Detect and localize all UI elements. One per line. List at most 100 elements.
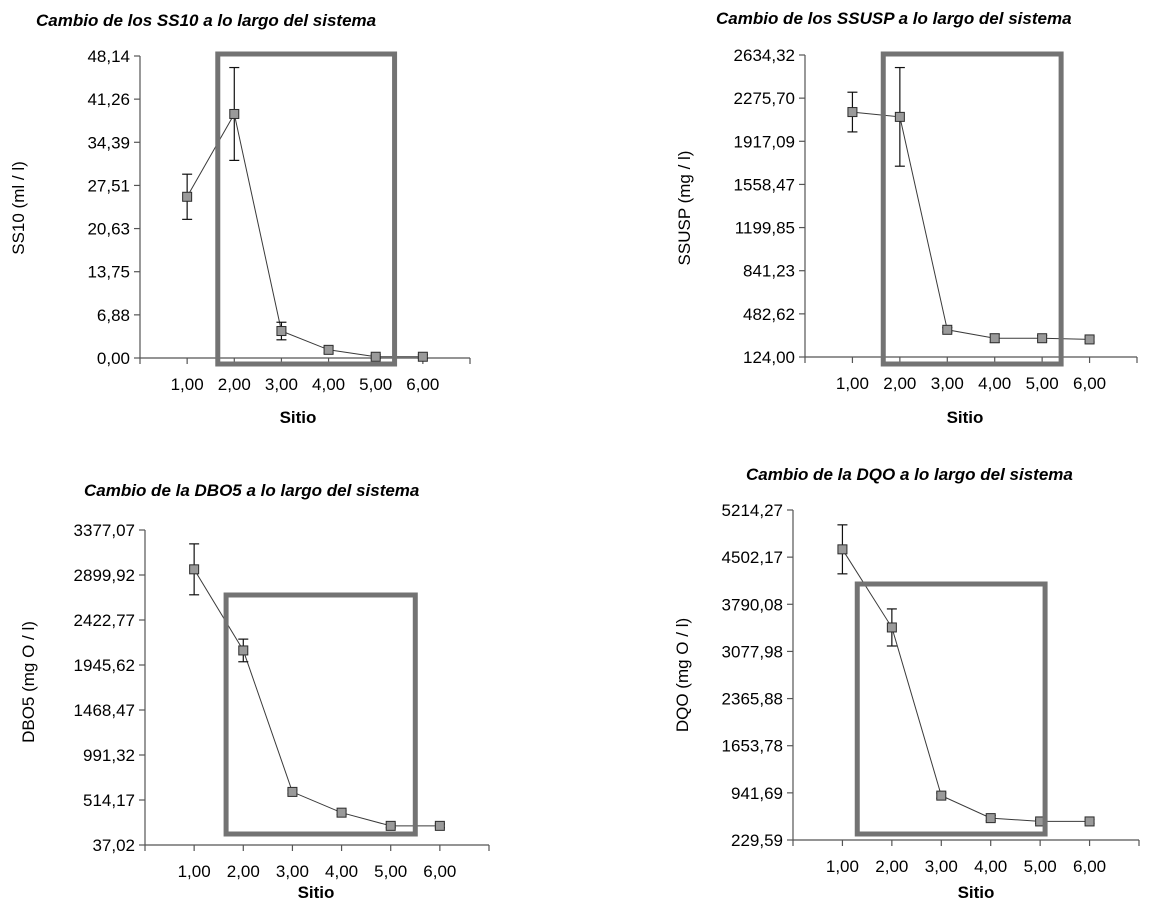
- y-tick-label: 229,59: [731, 831, 783, 850]
- data-point: [1037, 333, 1048, 344]
- x-tick-label: 3,00: [931, 374, 964, 393]
- data-point: [1084, 816, 1095, 827]
- y-axis-title: DBO5 (mg O / l): [19, 621, 38, 743]
- y-tick-label: 6,88: [97, 306, 130, 325]
- y-tick-label: 991,32: [83, 746, 135, 765]
- x-tick-label: 5,00: [374, 862, 407, 881]
- y-tick-label: 2422,77: [74, 611, 135, 630]
- y-axis-title: SSUSP (mg / l): [675, 151, 694, 266]
- data-point: [385, 820, 396, 831]
- y-tick-label: 4502,17: [722, 548, 783, 567]
- chart-title: Cambio de los SSUSP a lo largo del siste…: [716, 9, 1072, 28]
- x-tick-label: 5,00: [359, 375, 392, 394]
- y-tick-label: 1199,85: [735, 219, 795, 238]
- series-line: [193, 569, 440, 827]
- y-tick-label: 482,62: [743, 305, 795, 324]
- x-tick-label: 4,00: [312, 375, 345, 394]
- x-tick-label: 4,00: [974, 857, 1007, 876]
- y-tick-label: 5214,27: [722, 501, 783, 520]
- y-tick-label: 514,17: [83, 791, 135, 810]
- chart-dqo: Cambio de la DQO a lo largo del sistema …: [673, 465, 1140, 902]
- x-axis-title: Sitio: [280, 408, 317, 427]
- plot-area: 37,02 514,17 991,32 1468,47 1945,62 2422,77 28…: [74, 521, 490, 881]
- x-tick-label: 3,00: [265, 375, 298, 394]
- x-tick-label: 1,00: [178, 862, 211, 881]
- y-tick-label: 37,02: [92, 836, 135, 855]
- data-point: [189, 564, 200, 575]
- data-point: [886, 622, 897, 633]
- data-point: [847, 107, 858, 118]
- x-axis-title: Sitio: [947, 408, 984, 427]
- plot-area: 229,59 941,69 1653,78 2365,88 3077,98 3790,08…: [722, 501, 1140, 876]
- series-line: [852, 111, 1090, 340]
- y-tick-label: 841,23: [743, 262, 795, 281]
- chart-ss10: Cambio de los SS10 a lo largo del sistem…: [9, 11, 471, 427]
- x-tick-label: 1,00: [171, 375, 204, 394]
- data-point: [323, 344, 334, 355]
- y-axis-title: DQO (mg O / l): [673, 618, 692, 732]
- y-axis-title: SS10 (ml / l): [9, 161, 28, 255]
- data-point: [989, 333, 1000, 344]
- x-axis-title: Sitio: [298, 883, 335, 902]
- y-tick-label: 1653,78: [722, 737, 783, 756]
- x-tick-label: 4,00: [325, 862, 358, 881]
- x-tick-label: 6,00: [1073, 857, 1106, 876]
- y-tick-label: 20,63: [87, 220, 130, 239]
- y-tick-label: 27,51: [87, 176, 130, 195]
- x-tick-label: 5,00: [1026, 374, 1059, 393]
- y-tick-label: 2899,92: [74, 566, 135, 585]
- y-tick-label: 2634,32: [734, 46, 795, 65]
- y-tick-label: 1917,09: [734, 132, 795, 151]
- chart-title: Cambio de los SS10 a lo largo del sistem…: [36, 11, 376, 30]
- data-point: [936, 790, 947, 801]
- data-point: [238, 645, 249, 656]
- series-line: [186, 112, 423, 358]
- data-point: [1084, 334, 1095, 345]
- y-tick-label: 3377,07: [74, 521, 135, 540]
- y-tick-label: 124,00: [743, 348, 795, 367]
- x-tick-label: 5,00: [1024, 857, 1057, 876]
- data-point: [417, 351, 428, 362]
- data-point: [287, 786, 298, 797]
- data-point: [434, 820, 445, 831]
- y-tick-label: 1468,47: [74, 701, 135, 720]
- y-tick-label: 13,75: [87, 263, 130, 282]
- x-tick-label: 2,00: [227, 862, 260, 881]
- x-tick-label: 2,00: [883, 374, 916, 393]
- x-axis-title: Sitio: [958, 883, 995, 902]
- chart-ssusp: Cambio de los SSUSP a lo largo del siste…: [675, 9, 1138, 427]
- data-point: [942, 324, 953, 335]
- highlight-box: [854, 581, 1048, 837]
- y-tick-label: 3077,98: [722, 642, 783, 661]
- x-tick-label: 1,00: [836, 374, 869, 393]
- data-point: [370, 351, 381, 362]
- x-tick-label: 6,00: [423, 862, 456, 881]
- plot-area: 124,00 482,62 841,23 1199,85 1558,47 1917,09 2…: [734, 46, 1138, 393]
- y-tick-label: 34,39: [87, 133, 130, 152]
- data-point: [894, 111, 905, 122]
- x-tick-label: 1,00: [826, 857, 859, 876]
- plot-area: 0,00 6,88 13,75 20,63 27,51 34,39 41,26 48,14 1,…: [87, 47, 471, 394]
- x-tick-label: 6,00: [1073, 374, 1106, 393]
- y-tick-label: 2365,88: [722, 690, 783, 709]
- y-tick-label: 1558,47: [734, 175, 795, 194]
- x-tick-label: 2,00: [218, 375, 251, 394]
- chart-title: Cambio de la DQO a lo largo del sistema: [746, 465, 1073, 484]
- y-tick-label: 941,69: [731, 784, 783, 803]
- x-tick-label: 3,00: [276, 862, 309, 881]
- data-point: [837, 544, 848, 555]
- y-tick-label: 2275,70: [734, 89, 795, 108]
- x-tick-label: 2,00: [875, 857, 908, 876]
- x-tick-label: 6,00: [406, 375, 439, 394]
- data-point: [985, 813, 996, 824]
- y-tick-label: 48,14: [87, 47, 130, 66]
- highlight-box: [880, 51, 1064, 367]
- y-tick-label: 41,26: [87, 90, 130, 109]
- x-tick-label: 3,00: [925, 857, 958, 876]
- y-tick-label: 0,00: [97, 349, 130, 368]
- data-point: [276, 326, 287, 337]
- data-point: [229, 108, 240, 119]
- series-line: [841, 549, 1090, 822]
- data-point: [336, 807, 347, 818]
